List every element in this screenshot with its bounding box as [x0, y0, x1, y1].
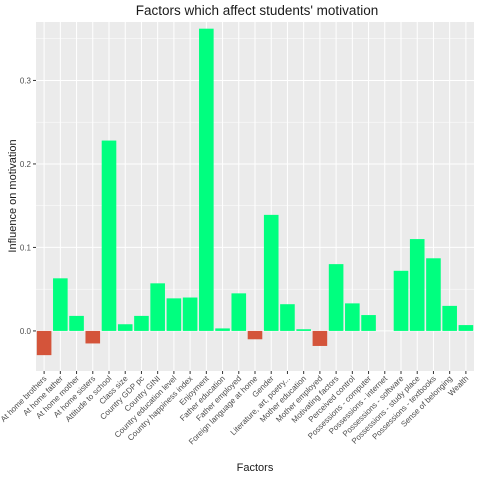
bar	[117, 324, 133, 331]
bar	[69, 315, 84, 331]
chart-title: Factors which affect students' motivatio…	[136, 3, 378, 18]
bar	[199, 28, 214, 331]
bar	[393, 270, 409, 331]
bar	[458, 325, 474, 331]
bar	[134, 315, 149, 331]
bar	[312, 330, 328, 346]
x-axis-title: Factors	[237, 462, 274, 474]
bar	[442, 305, 457, 331]
bar	[166, 298, 182, 331]
bar	[101, 140, 117, 331]
bar	[328, 264, 344, 331]
y-axis-title: Influence on motivation	[7, 139, 19, 252]
bar	[409, 239, 425, 331]
bar	[361, 315, 376, 331]
y-tick-label: 0.0	[20, 327, 32, 336]
bars	[36, 28, 474, 356]
y-tick-label: 0.1	[20, 243, 32, 252]
y-tick-label: 0.3	[20, 76, 32, 85]
bar	[53, 278, 68, 331]
y-tick-label: 0.2	[20, 160, 32, 169]
grid-major	[36, 22, 474, 371]
bar	[182, 297, 198, 331]
bar	[280, 304, 295, 331]
bar	[85, 330, 101, 344]
bar	[215, 328, 230, 331]
bar	[231, 293, 247, 331]
bar	[296, 329, 311, 331]
bar	[426, 258, 441, 331]
bar	[345, 303, 360, 331]
bar	[247, 330, 263, 340]
bar	[263, 214, 279, 331]
bar	[36, 330, 52, 356]
bar	[150, 283, 165, 331]
y-axis-ticks: 0.0 0.1 0.2 0.3	[20, 76, 36, 336]
